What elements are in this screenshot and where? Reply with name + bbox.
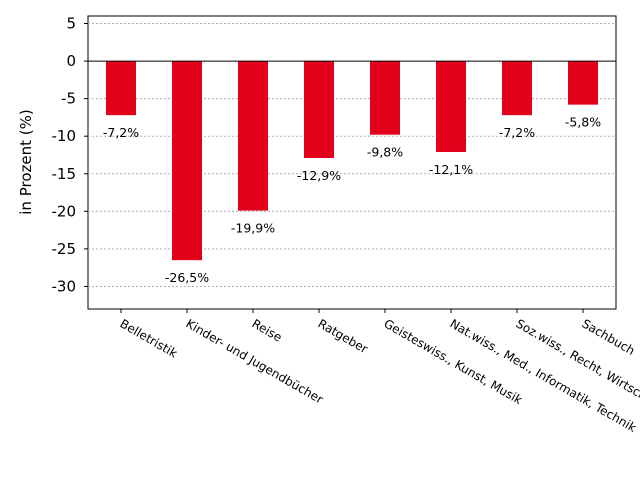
y-tick-label: -25 [52, 240, 77, 258]
bar [502, 61, 532, 116]
bar-value-label: -12,9% [297, 168, 341, 183]
y-axis-label: in Prozent (%) [17, 109, 35, 214]
bar [304, 61, 334, 158]
bar [370, 61, 400, 135]
y-axis: 5 0 -5 -10 -15 -20 -25 -30 [52, 15, 88, 295]
bar [238, 61, 268, 211]
bar-value-label: -5,8% [565, 115, 601, 130]
bar-value-label: -19,9% [231, 221, 275, 236]
bars [106, 61, 598, 261]
bar [106, 61, 136, 116]
x-tick-label: Belletristik [118, 316, 180, 360]
bar-value-label: -9,8% [367, 145, 403, 160]
y-tick-label: -5 [61, 90, 76, 108]
bar-value-label: -12,1% [429, 162, 473, 177]
y-tick-label: -20 [52, 202, 77, 220]
bar [436, 61, 466, 152]
x-tick-label: Ratgeber [316, 316, 371, 356]
y-tick-label: -15 [52, 165, 77, 183]
y-tick-label: 0 [66, 52, 76, 70]
bar-value-label: -26,5% [165, 270, 209, 285]
x-tick-label: Reise [250, 316, 285, 344]
data-labels: -7,2% -26,5% -19,9% -12,9% -9,8% -12,1% -7,2% -… [103, 115, 601, 286]
y-tick-label: -10 [52, 127, 77, 145]
x-axis: Belletristik Kinder- und JugendbücherReis… [118, 309, 640, 435]
bar [172, 61, 202, 261]
bar-value-label: -7,2% [499, 125, 535, 140]
bar [568, 61, 598, 105]
x-tick-label: Sachbuch [580, 316, 638, 357]
plot-area [87, 15, 617, 310]
y-tick-label: 5 [66, 15, 76, 33]
bar-value-label: -7,2% [103, 125, 139, 140]
y-tick-label: -30 [52, 277, 77, 295]
